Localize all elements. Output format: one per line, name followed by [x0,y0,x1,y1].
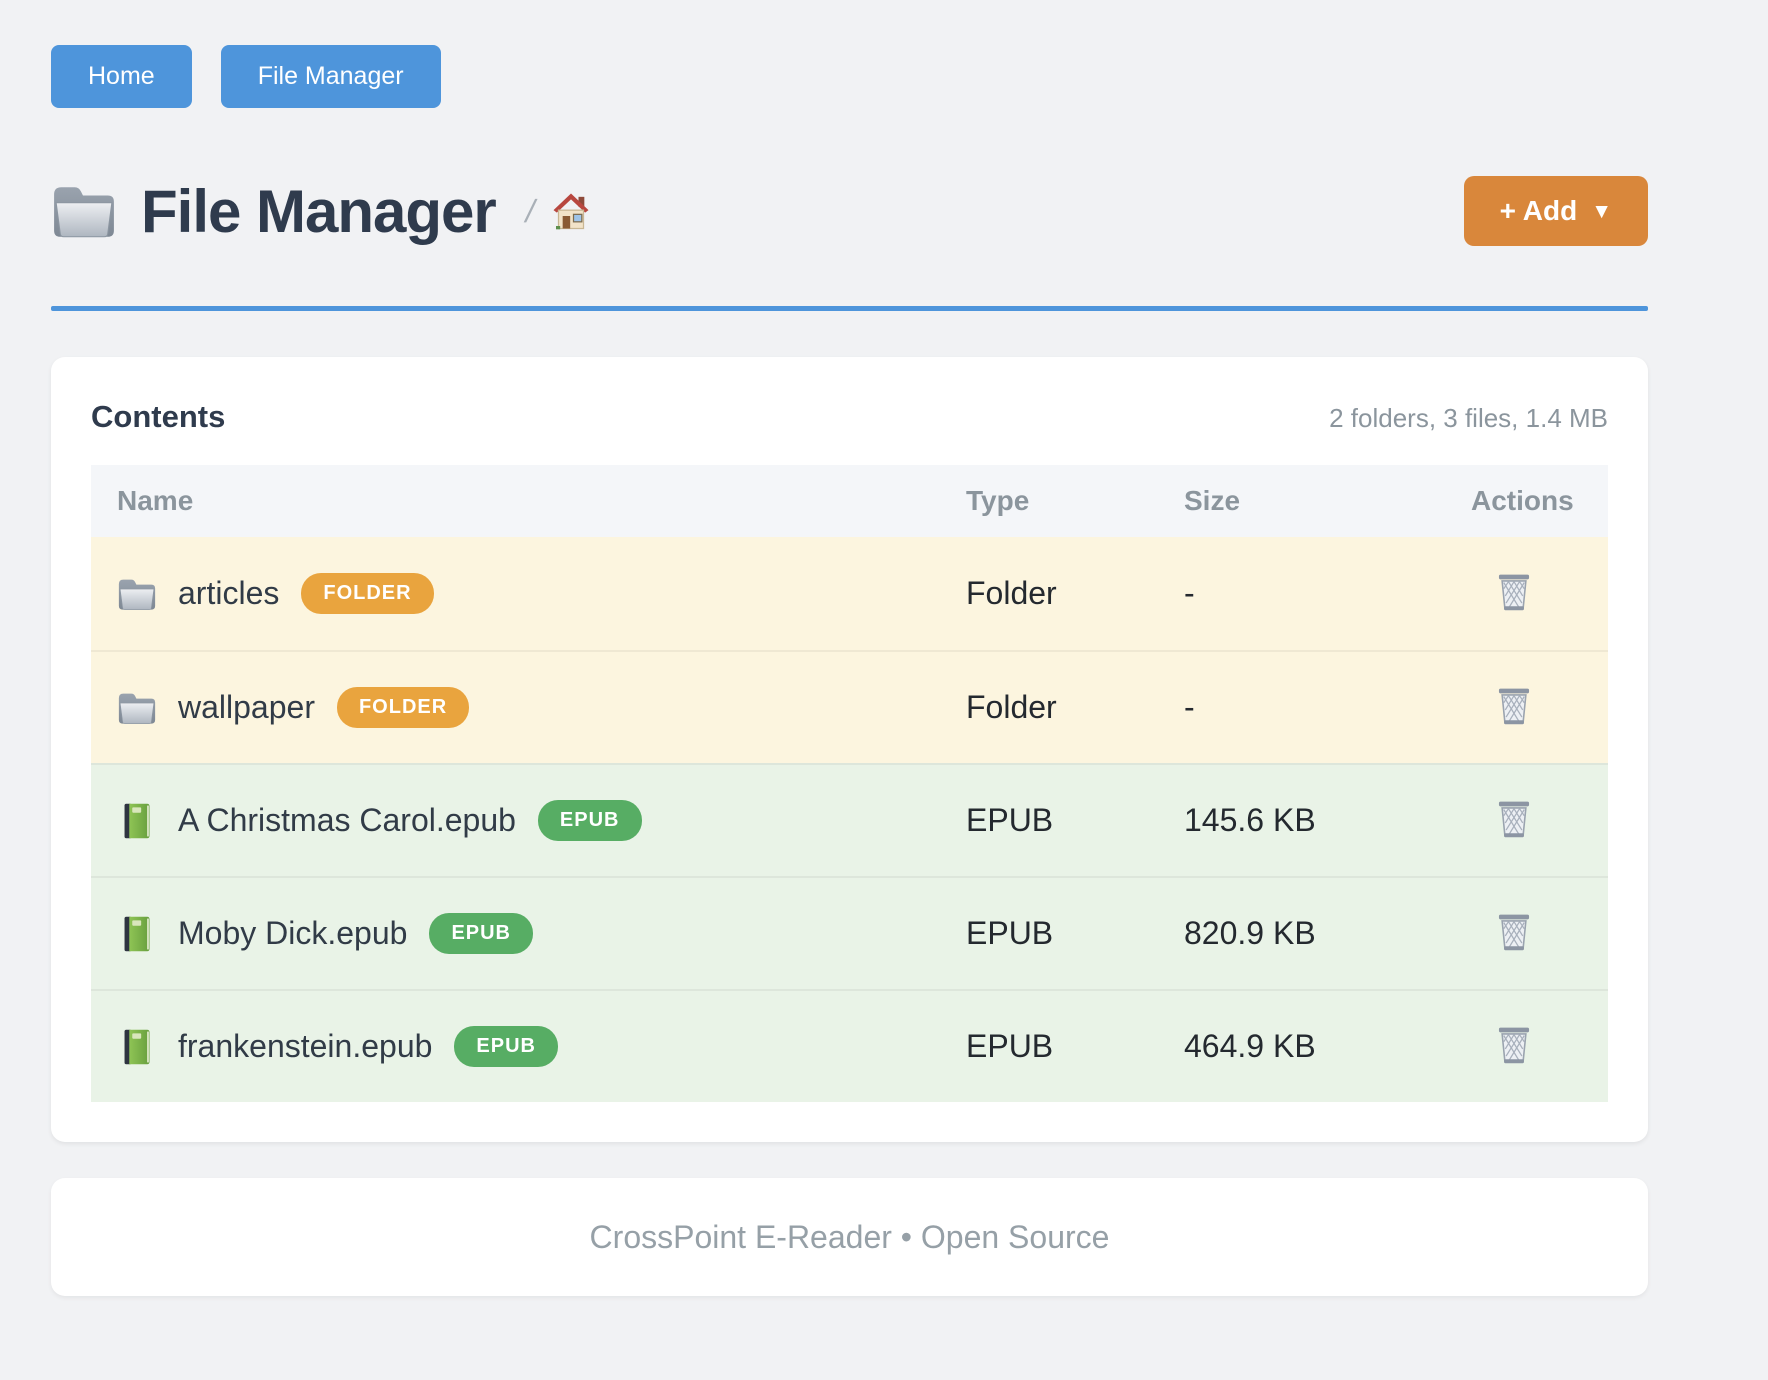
file-name: articles [178,575,280,611]
file-type-badge: EPUB [454,1026,558,1067]
column-header-name: Name [117,485,194,516]
file-size: - [1184,689,1195,725]
table-header-row: Name Type Size Actions [91,465,1608,537]
contents-summary: 2 folders, 3 files, 1.4 MB [1329,403,1608,433]
file-actions-cell [1471,907,1608,961]
folder-icon [51,182,117,240]
file-name: A Christmas Carol.epub [178,802,516,838]
file-type: EPUB [966,915,1054,951]
trash-icon [1495,685,1533,727]
column-header-type: Type [966,485,1030,516]
chevron-down-icon: ▼ [1591,199,1612,223]
file-actions-cell [1471,681,1608,735]
table-row[interactable]: A Christmas Carol.epub EPUB EPUB 145.6 K… [91,763,1608,876]
file-name-cell: A Christmas Carol.epub EPUB [91,800,966,841]
title-wrap: File Manager / [51,177,591,246]
file-name-cell: wallpaper FOLDER [91,687,966,728]
file-table: Name Type Size Actions articles FOLDER F… [91,465,1608,1102]
house-icon[interactable] [551,191,591,231]
nav-file-manager-button[interactable]: File Manager [220,45,441,108]
table-row[interactable]: Moby Dick.epub EPUB EPUB 820.9 KB [91,876,1608,989]
file-type: EPUB [966,802,1054,838]
table-row[interactable]: wallpaper FOLDER Folder - [91,650,1608,763]
top-nav: Home File Manager [51,45,1648,108]
page-header: File Manager / + Add ▼ [51,176,1648,246]
file-name: Moby Dick.epub [178,915,408,951]
file-name-cell: Moby Dick.epub EPUB [91,913,966,954]
file-type: Folder [966,575,1057,611]
table-row[interactable]: articles FOLDER Folder - [91,537,1608,650]
file-type-badge: EPUB [537,800,642,841]
folder-icon [117,689,157,727]
breadcrumb: / [522,191,591,231]
add-button[interactable]: + Add ▼ [1463,176,1648,246]
page-title: File Manager [141,177,497,245]
file-type: Folder [966,689,1057,725]
delete-button[interactable] [1491,567,1537,617]
file-name-cell: articles FOLDER [91,573,966,614]
nav-home-button[interactable]: Home [51,45,192,108]
folder-icon [117,575,157,613]
delete-button[interactable] [1491,681,1537,731]
column-header-size: Size [1184,485,1241,516]
trash-icon [1495,798,1533,840]
file-type: EPUB [966,1028,1054,1064]
file-actions-cell [1471,794,1608,848]
book-icon [117,915,157,953]
contents-heading: Contents [91,399,226,434]
file-actions-cell [1471,1020,1608,1074]
delete-button[interactable] [1491,794,1537,844]
file-size: 464.9 KB [1184,1028,1316,1064]
footer-text: CrossPoint E-Reader • Open Source [589,1218,1110,1255]
file-name: wallpaper [178,689,315,725]
footer: CrossPoint E-Reader • Open Source [51,1178,1648,1296]
title-divider [51,306,1648,311]
trash-icon [1495,911,1533,953]
file-size: 820.9 KB [1184,915,1316,951]
book-icon [117,1028,157,1066]
delete-button[interactable] [1491,907,1537,957]
table-body: articles FOLDER Folder - wallpaper FOLDE… [91,537,1608,1102]
file-actions-cell [1471,567,1608,621]
file-type-badge: FOLDER [301,573,434,614]
breadcrumb-separator: / [522,192,539,229]
file-manager-page: Home File Manager File Manager / + Add ▼… [51,45,1648,1296]
file-name: frankenstein.epub [178,1028,433,1064]
file-size: 145.6 KB [1184,802,1316,838]
file-type-badge: FOLDER [336,687,470,728]
file-type-badge: EPUB [429,913,534,954]
delete-button[interactable] [1491,1020,1537,1070]
trash-icon [1495,571,1533,613]
add-button-label: + Add [1499,195,1578,226]
file-size: - [1184,575,1195,611]
book-icon [117,802,157,840]
column-header-actions: Actions [1471,485,1574,516]
contents-card-header: Contents 2 folders, 3 files, 1.4 MB [91,399,1608,435]
trash-icon [1495,1024,1533,1066]
file-name-cell: frankenstein.epub EPUB [91,1026,966,1067]
table-row[interactable]: frankenstein.epub EPUB EPUB 464.9 KB [91,989,1608,1102]
contents-card: Contents 2 folders, 3 files, 1.4 MB Name… [51,357,1648,1142]
